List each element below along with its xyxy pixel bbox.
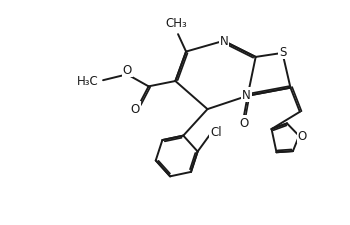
- Text: CH₃: CH₃: [165, 17, 187, 30]
- Text: S: S: [279, 46, 287, 59]
- Text: H₃C: H₃C: [77, 74, 98, 87]
- Text: O: O: [239, 117, 249, 129]
- Text: O: O: [122, 64, 132, 77]
- Text: Cl: Cl: [210, 126, 222, 139]
- Text: O: O: [131, 102, 140, 115]
- Text: N: N: [242, 88, 251, 101]
- Text: O: O: [298, 129, 307, 142]
- Text: N: N: [220, 34, 229, 47]
